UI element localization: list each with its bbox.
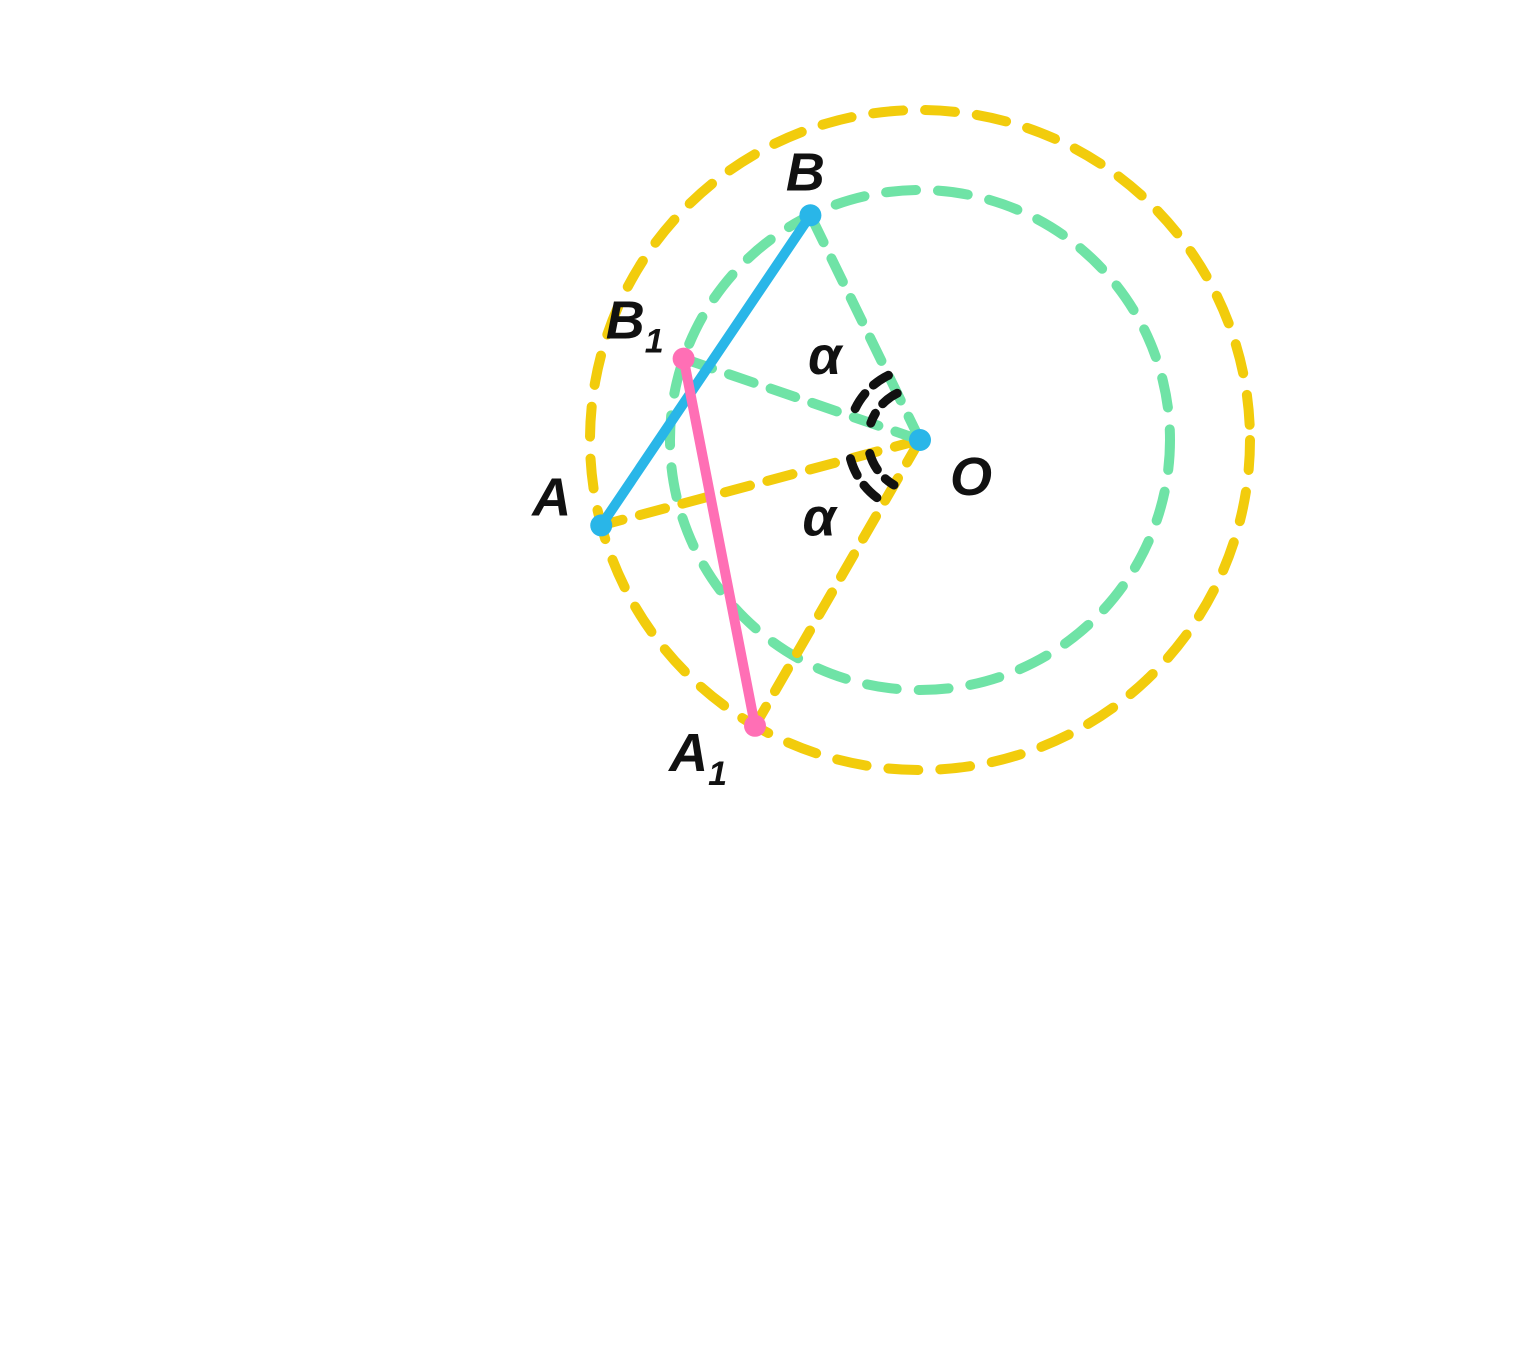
label-B1: B1	[606, 291, 664, 361]
label-A1: A1	[667, 723, 727, 793]
label-B: B	[786, 142, 825, 202]
angle-arc-B-inner	[871, 393, 897, 423]
point-B1	[673, 348, 695, 370]
point-O	[909, 429, 931, 451]
label-O: O	[950, 447, 992, 507]
label-A: A	[530, 467, 571, 527]
point-A1	[744, 715, 766, 737]
angle-arc-B-outer	[852, 375, 889, 416]
point-A	[590, 514, 612, 536]
label-alpha-A: α	[802, 487, 838, 547]
angle-arc-A-inner	[870, 453, 894, 485]
label-alpha-B: α	[808, 326, 844, 386]
point-B	[799, 204, 821, 226]
